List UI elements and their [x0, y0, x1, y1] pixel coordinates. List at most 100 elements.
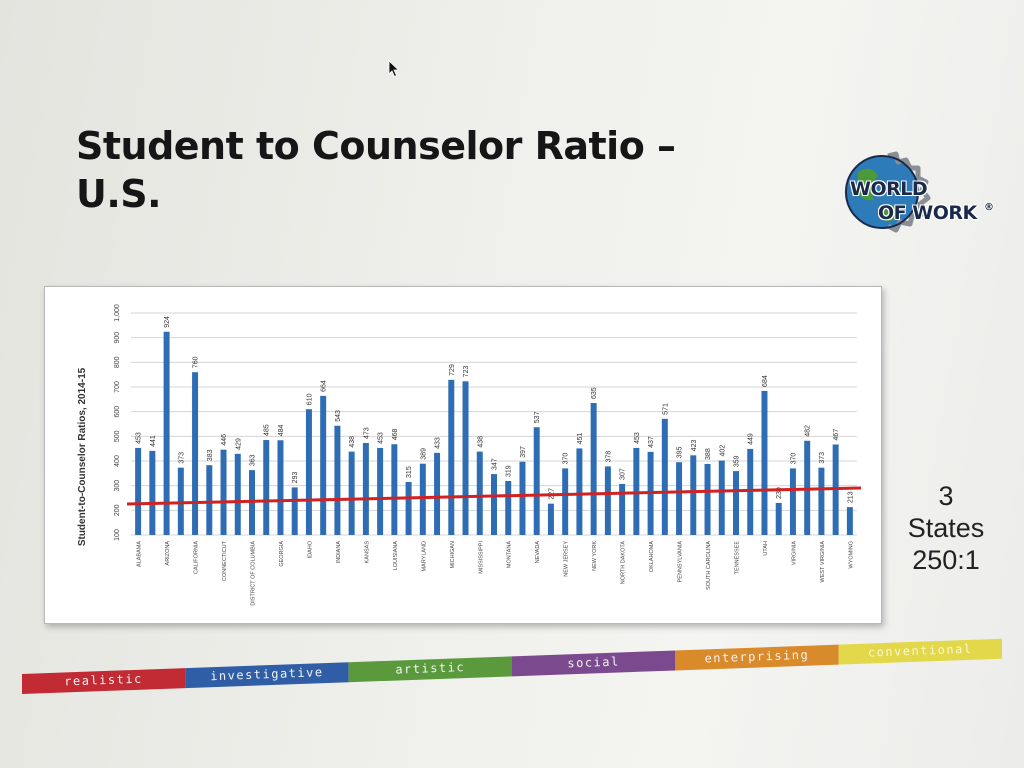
y-tick-label: 100 — [114, 529, 121, 541]
value-label: 760 — [193, 356, 200, 368]
x-tick-label: KANSAS — [364, 541, 370, 564]
bar — [391, 444, 398, 535]
value-label: 429 — [235, 438, 242, 450]
value-label: 610 — [306, 393, 313, 405]
band-segment — [675, 644, 839, 671]
value-label: 438 — [477, 436, 484, 448]
band-segment — [838, 638, 1002, 665]
slide-title-line-2: U.S. — [76, 172, 162, 216]
bar — [576, 448, 583, 535]
band-segment — [348, 656, 512, 683]
bar — [163, 331, 170, 535]
value-label: 437 — [648, 436, 655, 448]
value-label: 571 — [662, 403, 669, 415]
value-label: 473 — [363, 427, 370, 439]
band-label: enterprising — [704, 648, 809, 666]
band-segment — [22, 668, 186, 694]
logo-registered-mark: ® — [984, 202, 994, 213]
x-tick-label: NEW YORK — [592, 541, 598, 571]
x-tick-label: SOUTH CAROLINA — [706, 541, 712, 590]
value-label: 213 — [847, 491, 854, 503]
bar — [747, 448, 754, 535]
bar — [434, 452, 441, 535]
value-label: 468 — [392, 428, 399, 440]
bar — [405, 481, 412, 535]
y-tick-labels: 100 200 300 400 500 600 700 800 900 1,000 — [114, 304, 121, 541]
bar — [377, 447, 384, 535]
value-label: 230 — [776, 487, 783, 499]
bar — [676, 462, 683, 535]
side-note-ratio: 250:1 — [912, 545, 980, 575]
bar — [135, 447, 142, 535]
bar — [348, 451, 355, 535]
bar — [533, 427, 540, 535]
value-label: 363 — [250, 454, 257, 466]
x-tick-label: INDIANA — [336, 541, 342, 564]
y-tick-label: 1,000 — [114, 304, 121, 322]
band-label: realistic — [64, 672, 143, 689]
bar — [718, 460, 725, 535]
band-segment — [185, 662, 349, 689]
slide-title-line-1: Student to Counselor Ratio – — [76, 124, 676, 168]
value-label: 684 — [762, 375, 769, 387]
value-label: 438 — [349, 436, 356, 448]
bar — [604, 466, 611, 535]
value-label: 395 — [677, 446, 684, 458]
x-tick-label: NEVADA — [535, 541, 541, 564]
bar — [220, 449, 227, 535]
x-tick-label: NEW JERSEY — [564, 541, 570, 577]
x-tick-labels: ALABAMA ARIZONA CALIFORNIA CONNECTICUT DISTR… — [137, 540, 855, 605]
bar — [263, 440, 270, 535]
value-label: 307 — [620, 468, 627, 480]
bar — [590, 403, 597, 535]
band-segment — [512, 650, 676, 677]
bar — [818, 467, 825, 535]
value-label: 664 — [321, 380, 328, 392]
bar — [519, 461, 526, 535]
side-note-count: 3 — [938, 481, 954, 511]
value-label: 389 — [420, 448, 427, 460]
bar — [775, 502, 782, 535]
value-label: 433 — [435, 437, 442, 449]
bar — [192, 372, 199, 535]
chart-panel: Student-to-Counselor Ratios, 2014-15 100… — [44, 286, 882, 624]
x-tick-label: MONTANA — [507, 541, 513, 568]
x-tick-label: IDAHO — [307, 540, 313, 558]
value-label: 446 — [221, 434, 228, 446]
value-label: 319 — [506, 465, 513, 477]
value-label: 537 — [534, 411, 541, 423]
bar — [419, 463, 426, 535]
x-tick-label: VIRGINIA — [791, 541, 797, 565]
value-label: 543 — [335, 410, 342, 422]
bar — [789, 468, 796, 535]
globe-gear-icon — [845, 151, 931, 233]
x-tick-label: TENNESSEE — [735, 541, 741, 575]
bar — [846, 507, 853, 535]
bar — [291, 487, 298, 535]
value-label: 723 — [463, 366, 470, 378]
x-tick-label: OKLAHOMA — [649, 541, 655, 573]
value-label: 383 — [207, 449, 214, 461]
interest-color-band: realistic investigative artistic social ente… — [22, 636, 1002, 708]
value-label: 485 — [264, 424, 271, 436]
bar — [562, 468, 569, 535]
band-label: artistic — [395, 660, 465, 677]
y-tick-label: 200 — [114, 504, 121, 516]
bar — [505, 480, 512, 535]
y-tick-label: 900 — [114, 332, 121, 344]
x-tick-label: CONNECTICUT — [222, 540, 228, 581]
band-label: investigative — [210, 665, 324, 683]
x-tick-label: UTAH — [763, 541, 769, 556]
x-tick-label: MARYLAND — [421, 541, 427, 571]
x-tick-label: DISTRICT OF COLUMBIA — [251, 541, 257, 606]
value-label: 373 — [178, 452, 185, 464]
logo-text-world: WORLD — [850, 178, 928, 200]
side-note-label: States — [907, 513, 985, 543]
bar — [448, 379, 455, 535]
bar — [149, 450, 156, 535]
value-labels: 453 441 924 373 760 383 446 429 363 485 484 293 610 6… — [136, 316, 855, 503]
bar — [462, 381, 469, 535]
value-label: 635 — [591, 387, 598, 399]
value-label: 467 — [833, 429, 840, 441]
bar — [690, 455, 697, 535]
